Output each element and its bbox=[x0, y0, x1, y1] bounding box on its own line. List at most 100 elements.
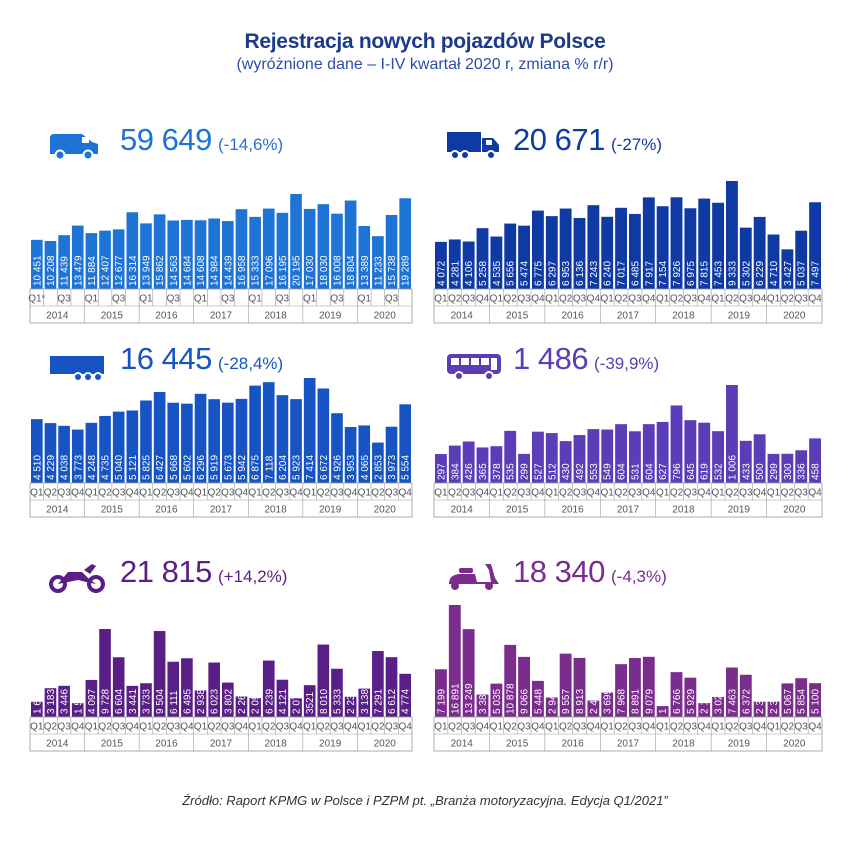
total-value: 21 815 bbox=[120, 554, 212, 589]
tick-label-quarter: Q1 bbox=[490, 722, 504, 733]
bar bbox=[545, 697, 558, 717]
change-percent: (-39,9%) bbox=[594, 354, 660, 373]
tick-label-quarter: Q3 bbox=[739, 722, 753, 733]
tick-label-quarter: Q2 bbox=[670, 722, 684, 733]
bar bbox=[629, 658, 641, 717]
tick-label-quarter: Q3 bbox=[573, 722, 587, 733]
tick-label-quarter: Q2 bbox=[504, 722, 518, 733]
total-value: 20 671 bbox=[513, 122, 605, 157]
bar bbox=[476, 694, 489, 717]
tick-label-quarter: Q2 bbox=[559, 722, 573, 733]
bar bbox=[518, 656, 530, 717]
bar bbox=[753, 701, 766, 717]
tick-label-quarter: Q1 bbox=[656, 722, 670, 733]
tick-label-quarter: Q4 bbox=[476, 722, 490, 733]
bar bbox=[490, 683, 503, 717]
data-label: 2 314 bbox=[755, 689, 766, 714]
bar bbox=[781, 683, 794, 717]
bar bbox=[642, 656, 655, 717]
bar bbox=[435, 669, 447, 717]
tick-label-quarter: Q3 bbox=[628, 722, 642, 733]
change-percent: (-14,6%) bbox=[218, 135, 284, 154]
tick-label-quarter: Q3 bbox=[517, 722, 531, 733]
data-label: 9 079 bbox=[644, 689, 655, 714]
total-value: 18 340 bbox=[513, 554, 605, 589]
tick-label-year: 2019 bbox=[728, 739, 751, 750]
bar bbox=[767, 701, 780, 717]
tick-label-quarter: Q2 bbox=[614, 722, 628, 733]
tick-label-quarter: Q2 bbox=[781, 722, 795, 733]
bar bbox=[448, 605, 461, 717]
bar bbox=[587, 700, 600, 717]
data-label: 6 372 bbox=[741, 689, 752, 714]
bar bbox=[532, 680, 544, 717]
change-percent: (-4,3%) bbox=[611, 567, 667, 586]
data-label: 5 929 bbox=[686, 689, 697, 714]
tick-label-year: 2015 bbox=[506, 739, 529, 750]
bar bbox=[615, 664, 627, 717]
tick-label-quarter: Q1 bbox=[711, 722, 725, 733]
tick-label-quarter: Q4 bbox=[587, 722, 601, 733]
data-label: 2 319 bbox=[769, 689, 780, 714]
total-value: 59 649 bbox=[120, 122, 212, 157]
bar bbox=[559, 653, 572, 717]
bar bbox=[504, 644, 517, 717]
tick-label-year: 2014 bbox=[451, 739, 474, 750]
data-label: 9 557 bbox=[561, 689, 572, 714]
data-label: 5 854 bbox=[797, 689, 808, 714]
tick-label-quarter: Q3 bbox=[795, 722, 809, 733]
bar bbox=[809, 683, 821, 717]
total-value: 1 486 bbox=[513, 341, 589, 376]
tick-label-quarter: Q3 bbox=[684, 722, 698, 733]
tick-label-quarter: Q3 bbox=[462, 722, 476, 733]
data-label: 2 476 bbox=[589, 689, 600, 714]
data-label: 3 699 bbox=[603, 689, 614, 714]
bar bbox=[670, 672, 683, 717]
axis-frame bbox=[433, 716, 823, 752]
data-label: 5 067 bbox=[783, 689, 794, 714]
tick-label-quarter: Q4 bbox=[698, 722, 712, 733]
data-label: 10 878 bbox=[506, 683, 517, 714]
data-label: 7 199 bbox=[436, 689, 447, 714]
change-percent: (-27%) bbox=[611, 135, 663, 154]
tick-label-quarter: Q1 bbox=[767, 722, 781, 733]
change-percent: (+14,2%) bbox=[218, 567, 288, 586]
bar bbox=[698, 703, 711, 717]
data-label: 2 944 bbox=[547, 689, 558, 714]
data-label: 5 100 bbox=[811, 689, 822, 714]
tick-label-quarter: Q2 bbox=[725, 722, 739, 733]
data-label: 1 646 bbox=[658, 689, 669, 714]
data-label: 3 022 bbox=[714, 689, 725, 714]
bar bbox=[795, 678, 808, 717]
data-label: 5 035 bbox=[492, 689, 503, 714]
data-label: 3 380 bbox=[478, 689, 489, 714]
tick-label-quarter: Q4 bbox=[753, 722, 767, 733]
tick-label-quarter: Q1 bbox=[434, 722, 448, 733]
tick-label-quarter: Q4 bbox=[642, 722, 656, 733]
data-label: 8 891 bbox=[630, 689, 641, 714]
bar bbox=[739, 674, 752, 717]
data-label: 9 066 bbox=[520, 689, 531, 714]
tick-label-quarter: Q4 bbox=[808, 722, 822, 733]
total-value: 16 445 bbox=[120, 341, 212, 376]
bar bbox=[601, 692, 614, 717]
tick-label-quarter: Q1 bbox=[545, 722, 559, 733]
tick-label-quarter: Q4 bbox=[531, 722, 545, 733]
source-note: Źródło: Raport KPMG w Polsce i PZPM pt. … bbox=[182, 793, 668, 808]
tick-label-quarter: Q2 bbox=[448, 722, 462, 733]
data-label: 8 913 bbox=[575, 689, 586, 714]
tick-label-year: 2018 bbox=[672, 739, 695, 750]
bar bbox=[712, 696, 724, 717]
bar bbox=[656, 706, 669, 717]
page-title: Rejestracja nowych pojazdów Polsce bbox=[244, 30, 606, 53]
data-label: 6 766 bbox=[672, 689, 683, 714]
tick-label-year: 2020 bbox=[783, 739, 806, 750]
data-label: 5 448 bbox=[533, 689, 544, 714]
bar bbox=[462, 629, 475, 717]
data-label: 7 968 bbox=[617, 689, 628, 714]
page-subtitle: (wyróżnione dane – I-IV kwartał 2020 r, … bbox=[236, 56, 614, 73]
bar bbox=[726, 667, 738, 717]
tick-label-quarter: Q1 bbox=[601, 722, 615, 733]
tick-label-year: 2016 bbox=[561, 739, 584, 750]
